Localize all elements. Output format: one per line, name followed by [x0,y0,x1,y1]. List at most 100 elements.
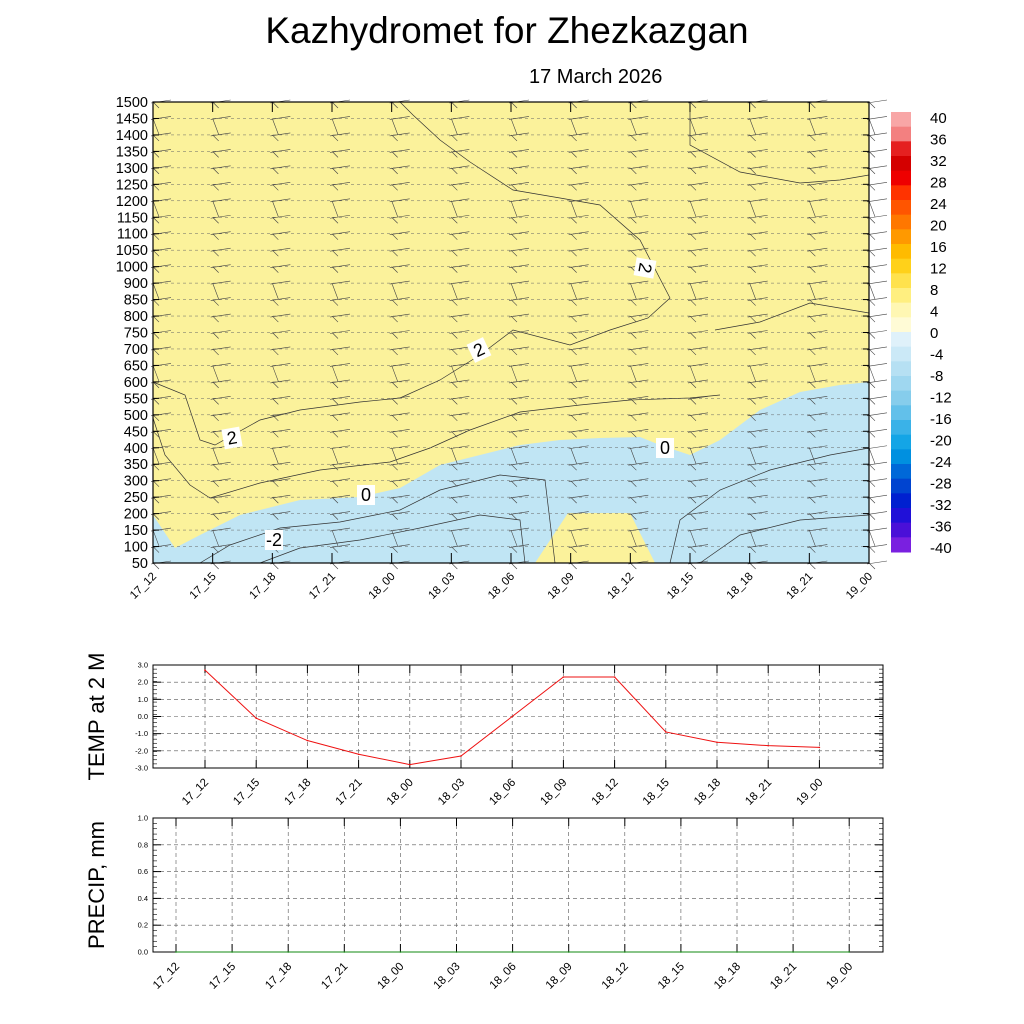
wind-barb-shaft [747,478,768,482]
wind-barb [687,330,709,339]
wind-barb-flag [391,101,398,109]
wind-barb-shaft [747,297,768,301]
x-tick-label: 18_03 [432,961,463,992]
wind-barb-flag [331,496,339,504]
wind-barb-shaft [270,412,291,417]
wind-barb-shaft [270,363,291,367]
wind-barb [568,313,589,323]
wind-barb-shaft [866,412,888,417]
wind-barb-flag [630,496,637,504]
wind-barb-flag [689,217,697,224]
x-tick-label: 18_12 [605,571,636,602]
wind-barb-flag [689,365,697,382]
wind-barb-shaft [747,511,768,515]
wind-barb-flag [809,233,816,240]
wind-barb-shaft [687,182,709,186]
wind-barb-shaft [508,527,530,532]
wind-barb-shaft [508,132,530,137]
wind-barb-shaft [329,428,351,433]
wind-barb-flag [630,414,637,422]
wind-barb-shaft [508,214,530,219]
wind-barb [508,231,530,240]
wind-barb-shaft [329,214,351,219]
wind-barb [210,198,231,217]
wind-barb-flag [749,529,756,547]
x-tick-label: 17_12 [128,571,159,602]
wind-barb [628,396,649,405]
wind-barb-flag [809,283,816,300]
wind-barb [449,478,470,487]
wind-barb-flag [331,266,339,273]
wind-barb-flag [152,464,160,471]
wind-barb-flag [630,562,637,570]
wind-barb-flag [809,365,816,382]
wind-barb-flag [809,496,816,504]
wind-barb-shaft [807,165,828,170]
wind-barb [389,165,410,175]
x-tick-label: 17_21 [319,961,350,992]
wind-barb-shaft [210,511,231,515]
wind-barb-shaft [210,149,231,153]
wind-barb-shaft [687,511,709,515]
wind-barb-flag [510,529,518,547]
wind-barb [329,214,351,224]
wind-barb-shaft [389,494,410,499]
wind-barb-flag [331,464,339,471]
wind-barb-flag [510,431,518,438]
wind-barb [389,445,410,464]
wind-barb-shaft [807,330,828,334]
wind-barb-shaft [807,544,828,548]
wind-barb [568,494,589,504]
wind-barb-flag [451,101,458,109]
wind-barb-flag [868,546,876,553]
colorbar-label: -4 [930,347,943,364]
y-tick-label: 1300 [116,161,148,177]
contour-label-bg [656,438,674,458]
wind-barb-flag [749,332,756,339]
wind-barb-shaft [807,527,828,532]
colorbar-swatch [891,288,911,304]
wind-barb-flag [212,480,219,487]
wind-barb-flag [451,233,458,240]
wind-barb-shaft [210,116,231,120]
wind-barb [866,116,888,135]
wind-barb [568,379,589,389]
wind-barb-flag [272,249,279,257]
wind-barb-flag [212,217,219,224]
wind-barb [270,280,291,300]
wind-barb-shaft [807,116,828,120]
wind-barb-shaft [807,231,828,236]
wind-barb-flag [749,118,756,135]
data-point [562,676,565,678]
wind-barb [807,313,828,323]
wind-barb [508,132,530,142]
wind-barb [508,396,530,405]
x-tick-label: 18_21 [768,961,799,992]
wind-barb-shaft [687,544,709,548]
y-tick-label: 500 [124,408,148,424]
wind-barb [508,461,530,471]
wind-barb-shaft [747,363,768,367]
wind-barb [866,198,888,217]
wind-barb-shaft [807,182,828,186]
wind-barb [866,412,888,422]
wind-barb [628,511,649,520]
data-point [613,676,616,678]
wind-barb [568,330,589,339]
wind-barb-flag [809,414,816,422]
wind-barb-shaft [389,165,410,170]
wind-barb [449,511,470,520]
wind-barb-flag [809,101,816,109]
wind-barb [687,214,709,224]
wind-barb-shaft [508,412,530,417]
wind-barb-flag [152,151,160,158]
data-point [680,951,682,953]
data-point [511,951,514,953]
wind-barb [210,297,231,306]
wind-barb-flag [212,101,219,109]
wind-barb [508,214,530,224]
x-tick-label: 18_03 [436,777,467,808]
wind-barb-shaft [389,461,410,466]
wind-barb-shaft [628,231,649,236]
wind-barb-flag [570,348,577,356]
